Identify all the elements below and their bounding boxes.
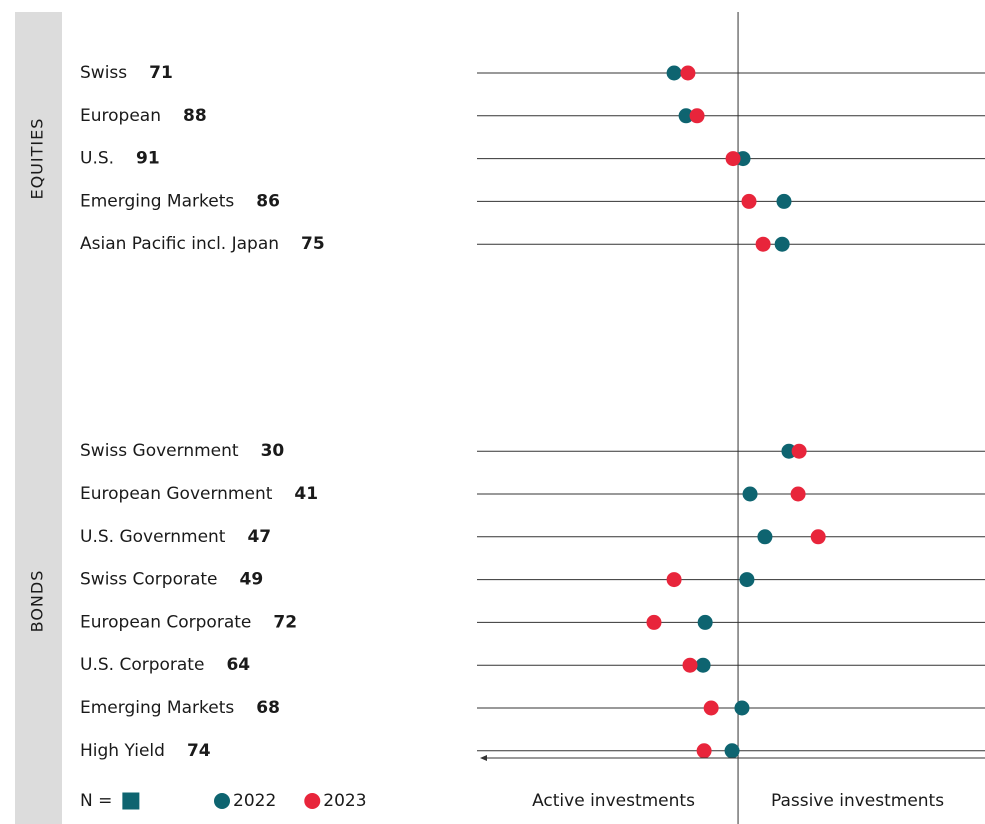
category-label: Swiss	[80, 63, 127, 83]
n-label: 41	[294, 484, 318, 504]
category-label: High Yield	[80, 741, 165, 761]
dot	[725, 151, 741, 167]
dot	[689, 108, 705, 124]
legend-n: N =	[80, 791, 112, 811]
dot	[776, 193, 792, 209]
category-label: Emerging Markets	[80, 698, 234, 718]
category-label: U.S. Corporate	[80, 655, 204, 675]
dot	[790, 486, 806, 502]
dot	[646, 614, 662, 630]
n-label: 91	[136, 149, 160, 169]
legend-square	[122, 792, 140, 810]
dot	[791, 443, 807, 459]
dot	[742, 486, 758, 502]
dot	[810, 529, 826, 545]
dot	[666, 65, 682, 81]
dot	[724, 743, 740, 759]
group-label: BONDS	[28, 570, 47, 633]
n-label: 88	[183, 106, 207, 126]
dot	[680, 65, 696, 81]
dot	[741, 193, 757, 209]
group-band	[15, 12, 62, 824]
category-label: European Government	[80, 484, 273, 504]
legend-label: 2022	[233, 791, 276, 811]
group-label: EQUITIES	[28, 118, 47, 200]
legend-dot	[304, 793, 321, 809]
dot	[682, 657, 698, 673]
n-label: 75	[301, 234, 325, 254]
dot	[678, 108, 694, 124]
dot	[695, 657, 711, 673]
dot	[666, 572, 682, 588]
n-label: 72	[273, 612, 297, 632]
dot	[755, 236, 771, 252]
category-label: Asian Pacific incl. Japan	[80, 234, 279, 254]
dot	[696, 743, 712, 759]
n-label: 30	[261, 441, 285, 461]
n-label: 71	[149, 63, 173, 83]
dot	[774, 236, 790, 252]
dot	[734, 700, 750, 716]
category-label: Swiss Corporate	[80, 570, 218, 590]
dot	[703, 700, 719, 716]
n-label: 86	[256, 191, 280, 211]
n-label: 68	[256, 698, 280, 718]
dot	[697, 614, 713, 630]
n-label: 64	[226, 655, 250, 675]
category-label: Emerging Markets	[80, 191, 234, 211]
n-label: 49	[240, 570, 264, 590]
dot	[757, 529, 773, 545]
legend-label: 2023	[323, 791, 366, 811]
category-label: Swiss Government	[80, 441, 239, 461]
n-label: 47	[247, 527, 271, 547]
category-label: U.S. Government	[80, 527, 226, 547]
category-label: European Corporate	[80, 612, 251, 632]
dot	[739, 572, 755, 588]
x-label: Passive investments	[771, 791, 944, 811]
category-label: U.S.	[80, 149, 114, 169]
legend-dot	[214, 793, 230, 809]
category-label: European	[80, 106, 161, 126]
n-label: 74	[187, 741, 211, 761]
arrow-head	[480, 755, 487, 761]
x-label: Active investments	[532, 791, 695, 811]
